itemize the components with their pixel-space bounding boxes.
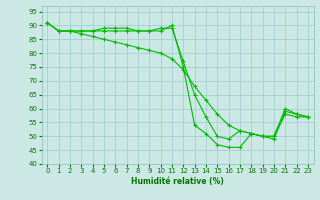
X-axis label: Humidité relative (%): Humidité relative (%) — [131, 177, 224, 186]
